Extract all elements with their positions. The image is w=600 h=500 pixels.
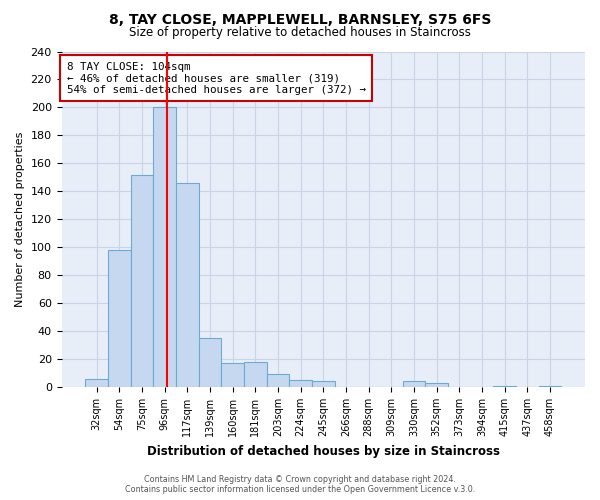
Bar: [108, 250, 131, 387]
Bar: [539, 386, 561, 387]
Bar: [199, 338, 221, 387]
Bar: [403, 382, 425, 387]
Bar: [221, 364, 244, 387]
Text: Size of property relative to detached houses in Staincross: Size of property relative to detached ho…: [129, 26, 471, 39]
Bar: [493, 386, 516, 387]
Text: 8, TAY CLOSE, MAPPLEWELL, BARNSLEY, S75 6FS: 8, TAY CLOSE, MAPPLEWELL, BARNSLEY, S75 …: [109, 12, 491, 26]
Bar: [176, 183, 199, 387]
Bar: [266, 374, 289, 387]
Bar: [312, 382, 335, 387]
Bar: [154, 108, 176, 387]
Bar: [425, 383, 448, 387]
Bar: [289, 380, 312, 387]
X-axis label: Distribution of detached houses by size in Staincross: Distribution of detached houses by size …: [147, 444, 500, 458]
Bar: [131, 174, 154, 387]
Bar: [244, 362, 266, 387]
Bar: [85, 378, 108, 387]
Text: Contains HM Land Registry data © Crown copyright and database right 2024.
Contai: Contains HM Land Registry data © Crown c…: [125, 474, 475, 494]
Y-axis label: Number of detached properties: Number of detached properties: [15, 132, 25, 307]
Text: 8 TAY CLOSE: 104sqm
← 46% of detached houses are smaller (319)
54% of semi-detac: 8 TAY CLOSE: 104sqm ← 46% of detached ho…: [67, 62, 366, 95]
